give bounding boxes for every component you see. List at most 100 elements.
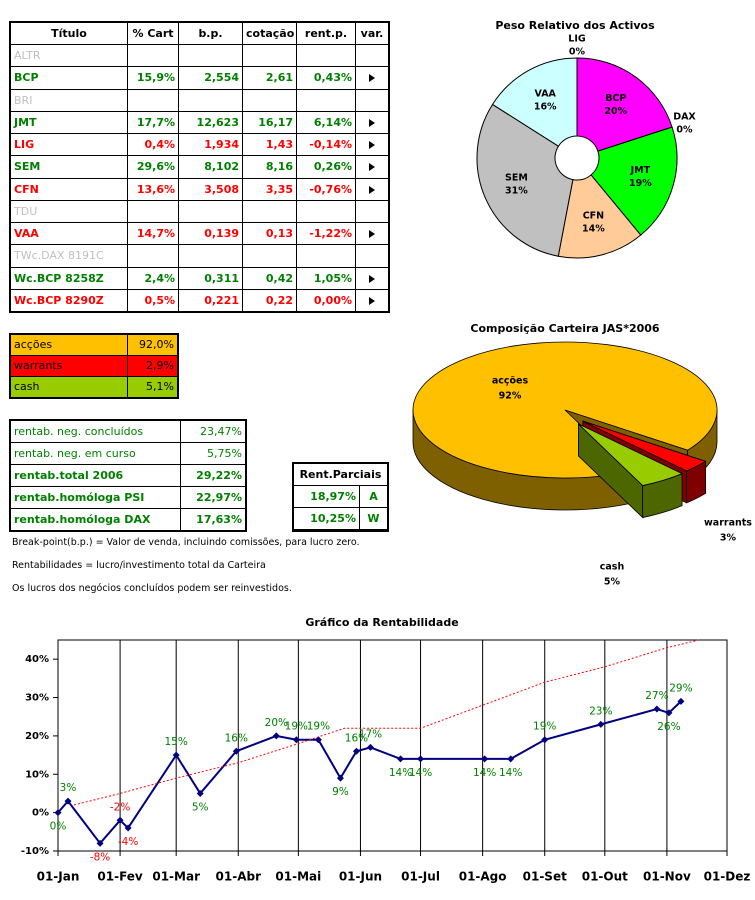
- allocation-border: [9, 333, 179, 399]
- slice-value: 5%: [604, 577, 621, 588]
- slice-value: 31%: [505, 186, 528, 197]
- donut-slice: [476, 103, 574, 257]
- arrow-icon: [369, 185, 375, 194]
- series-line: [57, 700, 682, 845]
- data-label: 26%: [657, 721, 680, 733]
- arrow-icon: [369, 163, 375, 172]
- point-marker: [653, 705, 661, 713]
- slice-value: 14%: [582, 223, 605, 234]
- point-marker: [352, 747, 360, 755]
- data-label: 14%: [499, 767, 522, 779]
- pie-slice: [578, 423, 684, 486]
- arrow-icon: [369, 141, 375, 149]
- point-marker: [397, 755, 405, 763]
- data-label: 27%: [645, 690, 668, 702]
- slice-label: BCP: [605, 93, 626, 104]
- note: Rentabilidades = lucro/investimento tota…: [12, 560, 266, 571]
- x-tick-label: 01-Jan: [37, 870, 80, 884]
- data-label: 14%: [473, 767, 496, 779]
- x-tick-label: 01-Out: [582, 870, 628, 884]
- data-label: 23%: [589, 705, 612, 717]
- point-marker: [232, 747, 240, 755]
- data-label: 16%: [225, 732, 248, 744]
- data-label: 19%: [307, 721, 330, 733]
- x-tick-label: 01-Fev: [97, 870, 143, 884]
- slice-label: VAA: [534, 89, 556, 100]
- point-marker: [196, 789, 204, 797]
- x-tick-label: 01-Nov: [643, 870, 691, 884]
- arrow-icon: [369, 274, 375, 283]
- data-label: 0%: [50, 821, 67, 833]
- y-tick-label: 30%: [25, 693, 49, 704]
- point-marker: [541, 736, 549, 744]
- point-marker: [292, 736, 300, 744]
- data-label: 14%: [409, 767, 432, 779]
- pie-slice: [582, 420, 707, 472]
- table-border: [9, 21, 390, 313]
- x-tick-label: 01-Ago: [459, 870, 507, 884]
- point-marker: [272, 732, 280, 740]
- data-label: -8%: [90, 851, 110, 863]
- slice-label: JMT: [630, 165, 651, 176]
- data-label: 9%: [332, 786, 349, 798]
- slice-label: warrants: [704, 518, 752, 529]
- point-marker: [366, 743, 374, 751]
- point-marker: [597, 720, 605, 728]
- data-label: 15%: [165, 736, 188, 748]
- partial-border: [292, 462, 389, 532]
- point-marker: [124, 824, 132, 832]
- x-tick-label: 01-Jul: [401, 870, 440, 884]
- arrow-icon: [369, 74, 375, 83]
- y-tick-label: 0%: [32, 808, 49, 819]
- data-label: 17%: [359, 728, 382, 740]
- point-marker: [172, 751, 180, 759]
- data-label: 20%: [265, 717, 288, 729]
- point-marker: [665, 709, 673, 717]
- donut-slice: [491, 57, 578, 147]
- x-tick-label: 01-Set: [523, 870, 567, 884]
- slice-value: 0%: [569, 47, 586, 58]
- chart-title: Peso Relativo dos Activos: [495, 19, 655, 32]
- slice-value: 16%: [534, 102, 557, 113]
- donut-slice: [576, 57, 673, 152]
- y-tick-label: 40%: [25, 654, 49, 665]
- data-label: -4%: [118, 836, 138, 848]
- slice-value: 3%: [720, 533, 737, 544]
- slice-label: LIG: [568, 34, 586, 45]
- point-marker: [96, 839, 104, 847]
- donut-slice: [557, 174, 642, 259]
- slice-label: CFN: [583, 210, 604, 221]
- point-marker: [64, 797, 72, 805]
- slice-label: acções: [492, 376, 529, 387]
- x-tick-label: 01-Abr: [216, 870, 262, 884]
- data-label: 3%: [60, 782, 77, 794]
- arrow-icon: [369, 296, 375, 305]
- series-line: [73, 639, 700, 806]
- x-tick-label: 01-Dez: [704, 870, 751, 884]
- slice-label: SEM: [505, 173, 528, 184]
- point-marker: [314, 736, 322, 744]
- y-tick-label: 10%: [25, 769, 49, 780]
- allocation-label: warrants: [10, 355, 128, 377]
- x-tick-label: 01-Mar: [152, 870, 200, 884]
- slice-value: 0%: [676, 125, 693, 136]
- x-tick-label: 01-Jun: [339, 870, 382, 884]
- x-tick-label: 01-Mai: [275, 870, 321, 884]
- data-label: 16%: [345, 732, 368, 744]
- point-marker: [417, 755, 425, 763]
- y-tick-label: 20%: [25, 731, 49, 742]
- point-marker: [677, 697, 685, 705]
- data-label: 19%: [533, 721, 556, 733]
- slice-value: 92%: [499, 391, 522, 402]
- returns-border: [9, 419, 247, 532]
- slice-label: cash: [600, 562, 625, 573]
- y-tick-label: -10%: [21, 846, 49, 857]
- point-marker: [116, 816, 124, 824]
- note: Os lucros dos negócios concluídos podem …: [12, 583, 292, 594]
- note: Break-point(b.p.) = Valor de venda, incl…: [12, 537, 360, 548]
- data-label: -2%: [110, 801, 130, 813]
- arrow-icon: [369, 118, 375, 127]
- point-marker: [336, 774, 344, 782]
